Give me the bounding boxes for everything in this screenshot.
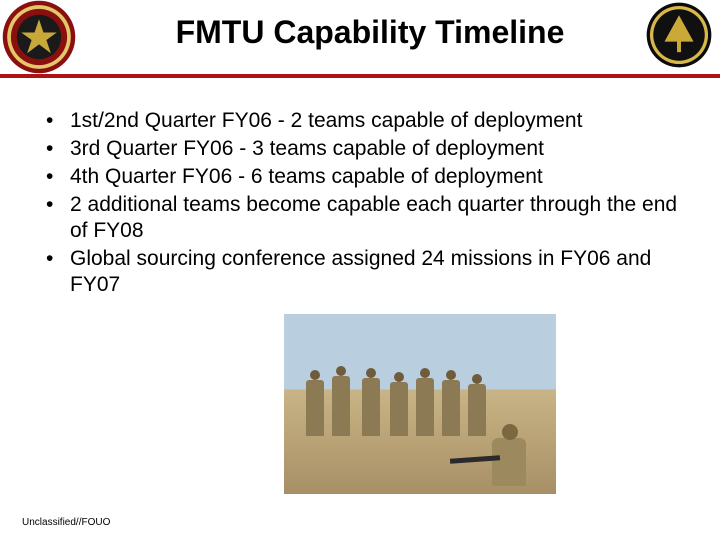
bullet-item: 1st/2nd Quarter FY06 - 2 teams capable o… bbox=[44, 108, 680, 134]
classification-label: Unclassified//FOUO bbox=[22, 517, 110, 528]
photo-placeholder bbox=[284, 314, 556, 494]
bullet-item: 4th Quarter FY06 - 6 teams capable of de… bbox=[44, 164, 680, 190]
soldier-icon bbox=[442, 380, 460, 436]
soldier-icon bbox=[362, 378, 380, 436]
soldier-icon bbox=[332, 376, 350, 436]
bullet-item: Global sourcing conference assigned 24 m… bbox=[44, 246, 680, 298]
content-area: 1st/2nd Quarter FY06 - 2 teams capable o… bbox=[44, 108, 680, 300]
emblem-right-icon bbox=[646, 2, 712, 68]
slide-header: FMTU Capability Timeline bbox=[0, 0, 720, 78]
soldier-icon bbox=[390, 382, 408, 436]
kneeling-soldier-icon bbox=[476, 416, 536, 486]
slide-title: FMTU Capability Timeline bbox=[100, 14, 640, 51]
bullet-item: 3rd Quarter FY06 - 3 teams capable of de… bbox=[44, 136, 680, 162]
soldier-icon bbox=[306, 380, 324, 436]
emblem-left-icon bbox=[2, 0, 76, 74]
bullet-list: 1st/2nd Quarter FY06 - 2 teams capable o… bbox=[44, 108, 680, 298]
header-divider bbox=[0, 74, 720, 78]
soldier-icon bbox=[416, 378, 434, 436]
bullet-item: 2 additional teams become capable each q… bbox=[44, 192, 680, 244]
